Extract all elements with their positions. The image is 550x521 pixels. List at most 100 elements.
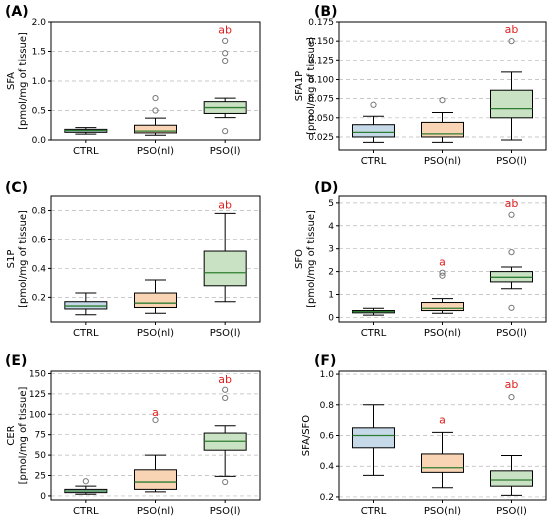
y-tick-label: 25: [35, 472, 46, 482]
y-axis-label-line: S1P: [6, 250, 17, 269]
box: [134, 124, 177, 134]
y-axis-label: S1P[pmol/mg of tissue]: [6, 210, 29, 308]
y-tick-label: 0: [40, 492, 46, 502]
y-axis-label: CER[pmol/mg of tissue]: [6, 386, 29, 484]
box: [134, 292, 177, 309]
outlier-point: [439, 97, 446, 104]
y-tick-label: 0.0: [32, 136, 47, 146]
y-axis-label-line: [pmol/mg of tissue]: [18, 386, 29, 484]
x-tick-label: PSO(nl): [137, 146, 174, 157]
outlier-point: [508, 38, 515, 45]
box: [203, 250, 247, 287]
outlier-point: [222, 37, 229, 44]
y-tick-label: 1: [328, 291, 334, 301]
panel-letter: (C): [5, 180, 28, 196]
significance-label: ab: [505, 23, 519, 36]
box-ctrl: [352, 404, 395, 476]
x-tick-label: PSO(l): [496, 328, 527, 339]
box: [490, 89, 533, 119]
outlier-point: [222, 386, 229, 393]
y-axis-label-line: SFA: [6, 72, 17, 90]
box: [352, 124, 395, 138]
box: [64, 301, 108, 310]
box-ctrl: [352, 101, 395, 143]
significance-label: a: [439, 255, 446, 268]
box-pso-l: [203, 37, 247, 135]
panel-letter: (F): [314, 353, 336, 369]
y-axis-label-line: [pmol/mg of tissue]: [306, 37, 317, 135]
y-tick-label: 0.2: [320, 493, 334, 503]
y-tick-label: 0.4: [320, 462, 335, 472]
x-tick-label: PSO(nl): [424, 328, 461, 339]
x-tick-label: PSO(l): [496, 506, 527, 517]
box-pso-nl: [421, 269, 464, 314]
outlier-point: [508, 211, 515, 218]
box: [134, 469, 177, 490]
box-pso-nl: [421, 431, 464, 489]
y-axis-label-line: SFO: [294, 249, 305, 269]
outlier-point: [370, 101, 377, 108]
box: [490, 470, 533, 487]
outlier-point: [508, 249, 515, 256]
y-tick-label: 100: [29, 410, 46, 420]
outlier-point: [222, 478, 229, 486]
y-tick-label: 0: [328, 313, 334, 323]
outlier-point: [152, 95, 159, 102]
y-tick-label: 1.0: [32, 77, 47, 87]
panel-b: (B) 0.025 0.050 0.075 0.100 0.125 0.150 0.175 SF…: [294, 4, 547, 167]
y-tick-label: 0.075: [308, 95, 334, 105]
outlier-point: [152, 416, 159, 424]
box-pso-l: [490, 38, 533, 141]
y-axis-label-line: SFA/SFO: [301, 415, 312, 456]
outlier-point: [82, 478, 89, 485]
y-tick-label: 0.5: [32, 107, 46, 117]
x-tick-label: PSO(nl): [424, 506, 461, 517]
panel-d: (D) 0 1 2 3 4 5 SFO[pmol/mg of tissue] a ab CTRL PS…: [294, 180, 547, 339]
y-tick-label: 0.6: [32, 235, 47, 245]
box: [352, 427, 395, 449]
y-tick-label: 0.175: [308, 18, 334, 28]
y-tick-label: 2: [328, 268, 334, 278]
y-axis-label-line: [pmol/mg of tissue]: [18, 210, 29, 308]
box: [421, 302, 464, 312]
y-tick-label: 1.5: [32, 48, 46, 58]
y-axis-label-line: SFA1P: [294, 71, 305, 101]
y-axis-label-line: [pmol/mg of tissue]: [18, 32, 29, 130]
y-axis-label: SFO[pmol/mg of tissue]: [294, 210, 317, 308]
x-tick-label: PSO(l): [210, 146, 241, 157]
x-tick-label: CTRL: [361, 328, 387, 339]
y-tick-label: 0.100: [308, 75, 334, 85]
box-ctrl: [64, 292, 108, 316]
significance-label: a: [152, 406, 159, 419]
box-ctrl: [64, 127, 108, 135]
x-tick-label: CTRL: [73, 146, 99, 157]
x-tick-label: PSO(l): [210, 506, 241, 517]
y-tick-label: 0.2: [32, 293, 46, 303]
y-tick-label: 4: [328, 222, 334, 232]
y-tick-label: 0.8: [32, 206, 47, 216]
outlier-point: [222, 57, 229, 65]
box-ctrl: [352, 307, 395, 316]
y-axis-label-line: [pmol/mg of tissue]: [306, 210, 317, 308]
outlier-point: [222, 394, 229, 402]
box: [421, 121, 464, 138]
significance-label: ab: [218, 24, 232, 37]
box-pso-l: [490, 211, 533, 311]
outlier-point: [222, 128, 229, 135]
outlier-point: [222, 50, 229, 57]
panel-letter: (D): [314, 180, 338, 196]
y-tick-label: 0.8: [320, 401, 335, 411]
panel-f: (F) 0.2 0.4 0.6 0.8 1.0 SFA/SFO a ab CTRL PSO(nl) P…: [301, 353, 547, 517]
y-tick-label: 5: [328, 199, 334, 209]
y-tick-label: 150: [29, 369, 46, 379]
x-tick-label: CTRL: [361, 156, 387, 167]
y-axis-label: SFA/SFO: [301, 415, 312, 456]
y-tick-label: 50: [35, 451, 47, 461]
box-pso-nl: [134, 95, 177, 136]
y-tick-label: 0.025: [308, 133, 334, 143]
x-tick-label: PSO(nl): [137, 506, 174, 517]
y-tick-label: 0.125: [308, 56, 334, 66]
